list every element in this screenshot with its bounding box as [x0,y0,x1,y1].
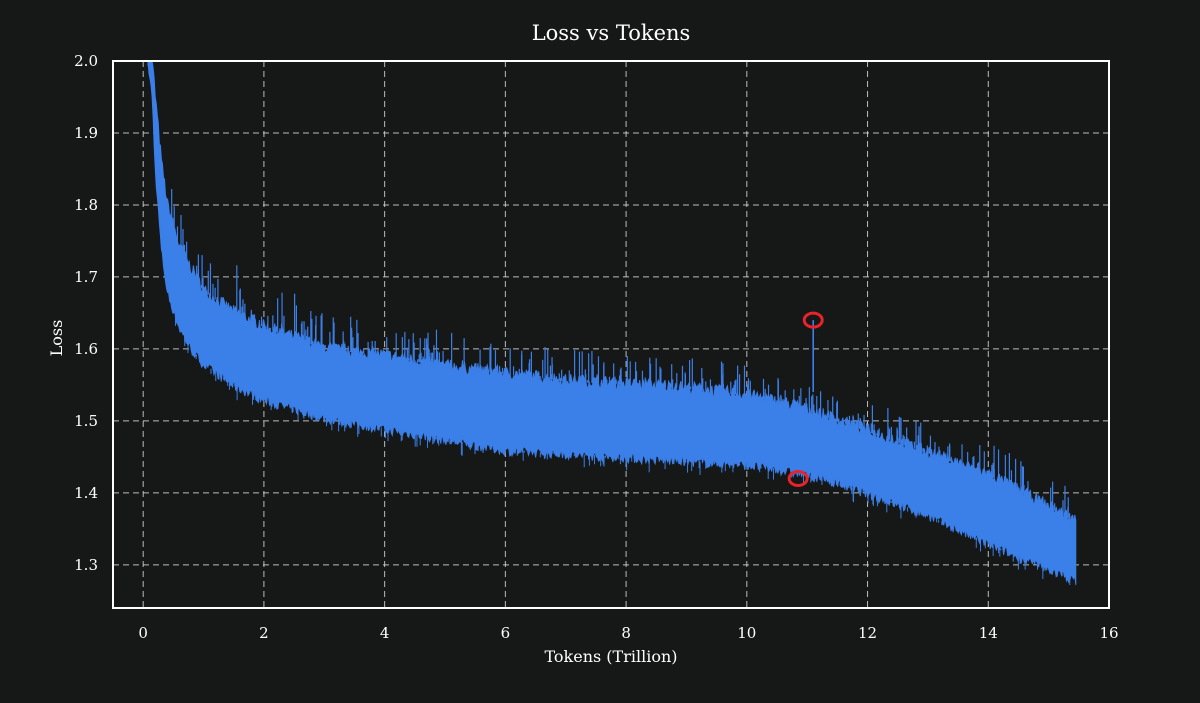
x-tick-label: 6 [501,624,511,642]
spike-annotation-circle [802,311,824,329]
loss-spikes [167,189,1076,586]
x-tick-label: 2 [259,624,269,642]
series-layer [147,60,1077,586]
x-tick-label: 8 [621,624,631,642]
y-tick-label: 2.0 [74,52,98,70]
y-tick-label: 1.6 [74,340,98,358]
y-tick-label: 1.7 [74,268,98,286]
x-tick-label: 14 [979,624,998,642]
x-tick-label: 16 [1099,624,1118,642]
y-tick-label: 1.8 [74,196,98,214]
y-tick-label: 1.5 [74,412,98,430]
dip-annotation-circle [787,469,809,487]
chart-title: Loss vs Tokens [532,21,691,45]
y-tick-label: 1.9 [74,124,98,142]
plot-frame [112,60,1110,609]
y-tick-label: 1.3 [74,556,98,574]
tick-layer: 0 2 4 6 8 10 12 14 16 1.3 1.4 1.5 1.6 1.7 1.8 1.9 2.0 [74,52,1118,642]
x-tick-label: 10 [737,624,756,642]
x-tick-label: 4 [380,624,390,642]
x-tick-label: 0 [138,624,148,642]
x-axis-label: Tokens (Trillion) [544,647,677,666]
x-tick-label: 12 [858,624,877,642]
y-tick-label: 1.4 [74,484,98,502]
loss-band [147,60,1077,585]
y-axis-label: Loss [47,320,66,357]
annotation-layer [787,311,824,487]
